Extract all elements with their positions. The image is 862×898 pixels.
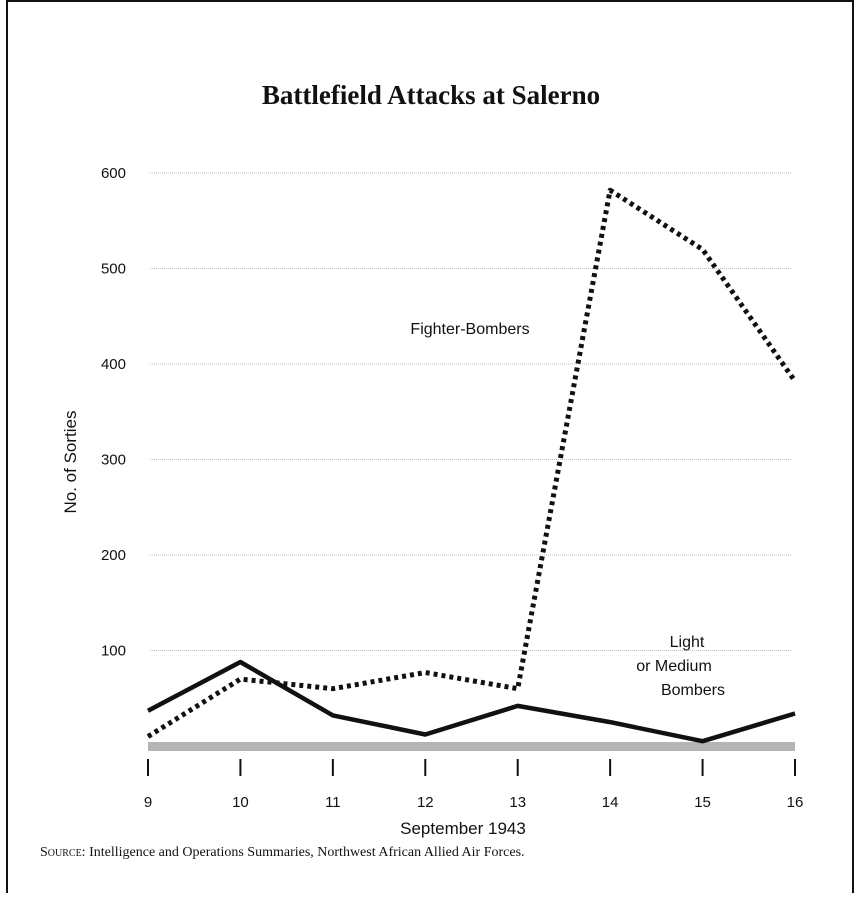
annotation-light-medium-bombers-line-2: or Medium bbox=[636, 658, 712, 675]
x-tick-label-11: 11 bbox=[325, 794, 341, 811]
annotation-light-medium-bombers-line-3: Bombers bbox=[661, 682, 725, 699]
x-tick-label-15: 15 bbox=[694, 794, 711, 811]
y-tick-label-500: 500 bbox=[101, 261, 126, 278]
y-axis-label: No. of Sorties bbox=[61, 411, 80, 514]
y-tick-label-600: 600 bbox=[101, 165, 126, 182]
annotation-fighter-bombers: Fighter-Bombers bbox=[410, 321, 529, 338]
source-note: Source: Intelligence and Operations Summ… bbox=[40, 845, 525, 861]
x-tick-label-9: 9 bbox=[144, 794, 152, 811]
y-tick-label-200: 200 bbox=[101, 547, 126, 564]
y-tick-label-300: 300 bbox=[101, 452, 126, 469]
figure-frame bbox=[6, 0, 854, 893]
series-line-fighter-bombers bbox=[146, 187, 798, 739]
x-tick-label-10: 10 bbox=[232, 794, 249, 811]
source-text: Intelligence and Operations Summaries, N… bbox=[89, 845, 525, 860]
y-tick-label-400: 400 bbox=[101, 356, 126, 373]
baseline-band bbox=[148, 742, 795, 751]
chart-title: Battlefield Attacks at Salerno bbox=[261, 80, 601, 110]
source-label: Source: bbox=[40, 845, 86, 860]
x-tick-label-12: 12 bbox=[417, 794, 434, 811]
x-tick-label-14: 14 bbox=[602, 794, 619, 811]
y-tick-label-100: 100 bbox=[101, 643, 126, 660]
annotation-light-medium-bombers-line-1: Light bbox=[670, 634, 705, 651]
series-line-light-medium-bombers bbox=[146, 659, 796, 744]
x-axis-label: September 1943 bbox=[400, 819, 526, 838]
x-tick-label-13: 13 bbox=[509, 794, 526, 811]
x-tick-label-16: 16 bbox=[787, 794, 804, 811]
